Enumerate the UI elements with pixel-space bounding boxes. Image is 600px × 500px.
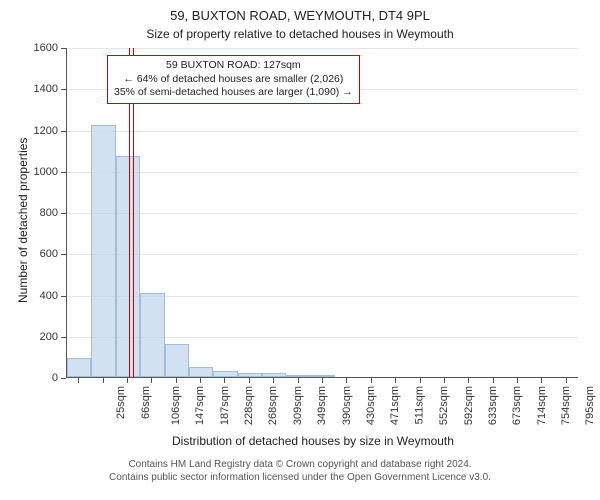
y-tick-mark <box>61 296 66 297</box>
x-tick-label: 349sqm <box>316 386 328 425</box>
histogram-chart: 59, BUXTON ROAD, WEYMOUTH, DT4 9PL Size … <box>0 0 600 500</box>
histogram-bar <box>116 156 140 377</box>
histogram-bar <box>91 125 115 377</box>
annotation-line2: ← 64% of detached houses are smaller (2,… <box>114 73 353 87</box>
x-tick-mark <box>444 378 445 383</box>
x-tick-mark <box>78 378 79 383</box>
y-tick-label: 1600 <box>34 42 58 54</box>
histogram-bar <box>189 367 213 377</box>
histogram-bar <box>262 373 286 377</box>
x-tick-mark <box>127 378 128 383</box>
x-tick-mark <box>346 378 347 383</box>
y-tick-mark <box>61 131 66 132</box>
x-tick-label: 592sqm <box>463 386 475 425</box>
x-tick-label: 25sqm <box>115 386 127 419</box>
x-tick-mark <box>395 378 396 383</box>
y-tick-label: 800 <box>40 207 58 219</box>
histogram-bar <box>140 293 164 377</box>
x-tick-label: 187sqm <box>219 386 231 425</box>
x-tick-label: 673sqm <box>511 386 523 425</box>
x-tick-mark <box>273 378 274 383</box>
x-tick-label: 795sqm <box>585 386 597 425</box>
x-tick-mark <box>322 378 323 383</box>
y-tick-label: 0 <box>52 372 58 384</box>
x-tick-label: 714sqm <box>536 386 548 425</box>
x-tick-mark <box>371 378 372 383</box>
x-tick-mark <box>517 378 518 383</box>
grid-line <box>67 48 578 49</box>
y-tick-label: 600 <box>40 248 58 260</box>
y-tick-mark <box>61 337 66 338</box>
annotation-line3: 35% of semi-detached houses are larger (… <box>114 86 353 100</box>
grid-line <box>67 213 578 214</box>
x-tick-mark <box>176 378 177 383</box>
grid-line <box>67 172 578 173</box>
y-tick-mark <box>61 89 66 90</box>
x-tick-label: 552sqm <box>438 386 450 425</box>
histogram-bar <box>286 375 310 377</box>
y-tick-mark <box>61 172 66 173</box>
x-tick-mark <box>566 378 567 383</box>
x-tick-mark <box>493 378 494 383</box>
x-tick-label: 147sqm <box>194 386 206 425</box>
annotation-box: 59 BUXTON ROAD: 127sqm← 64% of detached … <box>107 55 360 104</box>
x-tick-label: 309sqm <box>292 386 304 425</box>
x-tick-label: 633sqm <box>487 386 499 425</box>
x-tick-label: 106sqm <box>170 386 182 425</box>
x-tick-label: 471sqm <box>390 386 402 425</box>
grid-line <box>67 131 578 132</box>
x-tick-mark <box>200 378 201 383</box>
histogram-bar <box>165 344 189 377</box>
y-tick-label: 1000 <box>34 166 58 178</box>
x-tick-label: 430sqm <box>365 386 377 425</box>
x-tick-mark <box>151 378 152 383</box>
chart-footer: Contains HM Land Registry data © Crown c… <box>0 458 600 484</box>
y-axis-label: Number of detached properties <box>16 138 30 303</box>
y-tick-label: 400 <box>40 290 58 302</box>
histogram-bar <box>311 375 335 377</box>
y-tick-label: 1200 <box>34 125 58 137</box>
histogram-bar <box>213 371 237 377</box>
x-tick-mark <box>468 378 469 383</box>
chart-subtitle: Size of property relative to detached ho… <box>0 25 600 41</box>
x-tick-mark <box>298 378 299 383</box>
footer-line2: Contains public sector information licen… <box>0 471 600 484</box>
y-tick-mark <box>61 378 66 379</box>
x-tick-label: 268sqm <box>268 386 280 425</box>
x-tick-mark <box>224 378 225 383</box>
x-axis-label: Distribution of detached houses by size … <box>172 434 454 448</box>
x-tick-mark <box>249 378 250 383</box>
y-tick-mark <box>61 254 66 255</box>
x-tick-label: 66sqm <box>140 386 152 419</box>
y-tick-label: 1400 <box>34 83 58 95</box>
x-tick-mark <box>541 378 542 383</box>
plot-area: 59 BUXTON ROAD: 127sqm← 64% of detached … <box>66 48 578 378</box>
x-tick-label: 754sqm <box>560 386 572 425</box>
y-tick-mark <box>61 48 66 49</box>
histogram-bar <box>67 358 91 377</box>
y-tick-label: 200 <box>40 331 58 343</box>
y-tick-mark <box>61 213 66 214</box>
annotation-line1: 59 BUXTON ROAD: 127sqm <box>114 59 353 73</box>
x-tick-mark <box>103 378 104 383</box>
grid-line <box>67 254 578 255</box>
histogram-bar <box>238 373 262 377</box>
x-tick-mark <box>420 378 421 383</box>
x-tick-label: 390sqm <box>341 386 353 425</box>
footer-line1: Contains HM Land Registry data © Crown c… <box>0 458 600 471</box>
chart-address-title: 59, BUXTON ROAD, WEYMOUTH, DT4 9PL <box>0 0 600 25</box>
x-tick-label: 511sqm <box>413 386 425 424</box>
x-tick-label: 228sqm <box>243 386 255 425</box>
